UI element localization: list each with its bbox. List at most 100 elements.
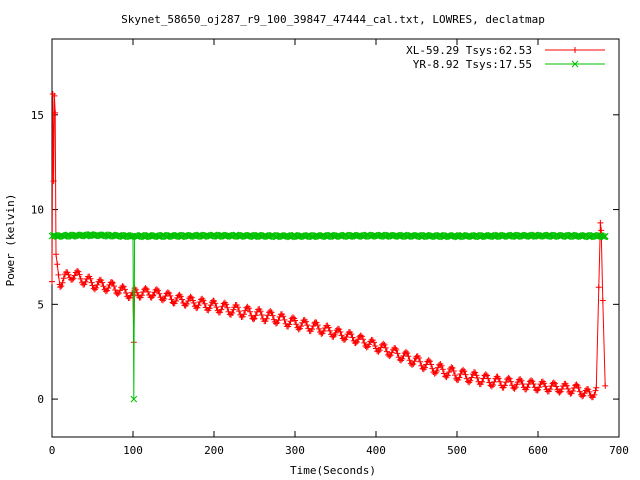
- data-point: [602, 382, 609, 389]
- data-point: [320, 327, 327, 334]
- data-point: [49, 278, 55, 285]
- data-point: [326, 327, 333, 334]
- data-point: [69, 276, 76, 283]
- data-point: [293, 321, 300, 328]
- data-point: [438, 362, 445, 369]
- data-point: [432, 233, 439, 240]
- data-point: [578, 233, 586, 240]
- data-point: [541, 233, 549, 240]
- data-point: [190, 299, 197, 306]
- data-point: [382, 344, 389, 351]
- data-point: [130, 395, 138, 403]
- data-point: [536, 384, 543, 391]
- data-point: [429, 365, 436, 372]
- data-point: [591, 391, 598, 398]
- data-point: [314, 322, 321, 329]
- data-point: [528, 377, 535, 384]
- data-point: [417, 358, 424, 365]
- data-point: [156, 290, 163, 297]
- data-point: [164, 289, 171, 296]
- data-point: [597, 219, 604, 226]
- data-point: [467, 377, 474, 384]
- data-point: [457, 370, 464, 377]
- data-point: [240, 311, 247, 318]
- data-point: [54, 261, 61, 268]
- data-point: [357, 332, 364, 339]
- data-point: [144, 232, 152, 239]
- data-point: [519, 380, 526, 387]
- x-tick-label: 400: [366, 444, 386, 457]
- data-point: [534, 387, 541, 394]
- data-point: [381, 233, 388, 240]
- data-point: [304, 322, 311, 329]
- data-point: [491, 378, 498, 385]
- data-point: [448, 364, 455, 371]
- data-point: [199, 233, 207, 240]
- data-point: [292, 317, 298, 324]
- data-point: [68, 233, 75, 240]
- data-point: [245, 305, 252, 312]
- data-point: [275, 317, 282, 324]
- data-point: [483, 372, 490, 379]
- data-point: [444, 372, 451, 379]
- data-point: [250, 316, 257, 323]
- data-point: [117, 287, 124, 294]
- data-point: [104, 287, 111, 294]
- data-point: [134, 289, 141, 296]
- data-point: [600, 233, 607, 241]
- data-point: [326, 231, 334, 239]
- data-point: [89, 282, 96, 289]
- data-point: [153, 286, 160, 293]
- data-point: [417, 233, 425, 240]
- data-point: [441, 370, 448, 377]
- data-point: [345, 233, 352, 241]
- data-point: [159, 297, 166, 304]
- data-point: [363, 231, 371, 239]
- data-point: [138, 292, 145, 299]
- data-point: [166, 290, 173, 297]
- data-point: [558, 386, 565, 393]
- data-point: [302, 318, 309, 325]
- data-point: [579, 393, 586, 400]
- data-point: [236, 308, 243, 315]
- data-point: [161, 295, 168, 302]
- data-point: [585, 233, 593, 241]
- data-point: [564, 385, 571, 392]
- data-point: [172, 297, 179, 304]
- data-point: [381, 341, 388, 348]
- data-point: [601, 232, 609, 240]
- data-point: [392, 345, 399, 352]
- data-point: [506, 375, 513, 382]
- data-point: [363, 344, 370, 351]
- data-point: [461, 368, 468, 375]
- data-point: [93, 284, 100, 291]
- data-point: [490, 381, 497, 388]
- data-point: [373, 345, 379, 352]
- data-point: [109, 279, 116, 286]
- data-point: [485, 375, 492, 382]
- data-point: [435, 231, 443, 239]
- data-point: [70, 275, 77, 282]
- data-point: [450, 368, 457, 375]
- data-point: [337, 328, 344, 335]
- data-point: [272, 320, 279, 327]
- series-layer: [48, 90, 609, 403]
- data-point: [213, 304, 220, 311]
- data-point: [556, 389, 563, 396]
- data-point: [576, 388, 583, 395]
- data-point: [108, 278, 115, 285]
- data-point: [599, 297, 606, 304]
- y-tick-label: 0: [37, 393, 44, 406]
- data-point: [313, 319, 320, 326]
- series-xl: [49, 90, 609, 401]
- x-tick-label: 500: [447, 444, 467, 457]
- data-point: [234, 304, 241, 311]
- data-point: [473, 372, 480, 379]
- data-point: [280, 313, 287, 320]
- data-point: [183, 300, 190, 307]
- data-point: [99, 279, 106, 286]
- data-point: [338, 332, 345, 339]
- data-point: [168, 296, 175, 303]
- series-line: [51, 233, 606, 400]
- data-point: [181, 231, 188, 239]
